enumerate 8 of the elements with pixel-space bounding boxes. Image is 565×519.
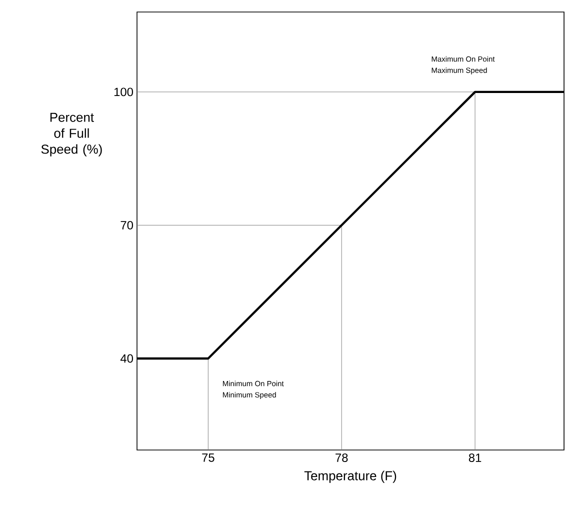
y-tick-label: 40	[120, 354, 134, 363]
y-tick-label: 100	[114, 88, 134, 96]
x-tick-label: 78	[336, 454, 348, 462]
y-tick-label: 70	[120, 220, 134, 230]
x-tick-label: 81	[468, 454, 482, 462]
x-tick-label: 75	[202, 454, 214, 462]
x-axis-title: Temperature (F)	[304, 470, 396, 483]
y-axis-title: Percent of Full Speed (%)	[41, 112, 102, 156]
